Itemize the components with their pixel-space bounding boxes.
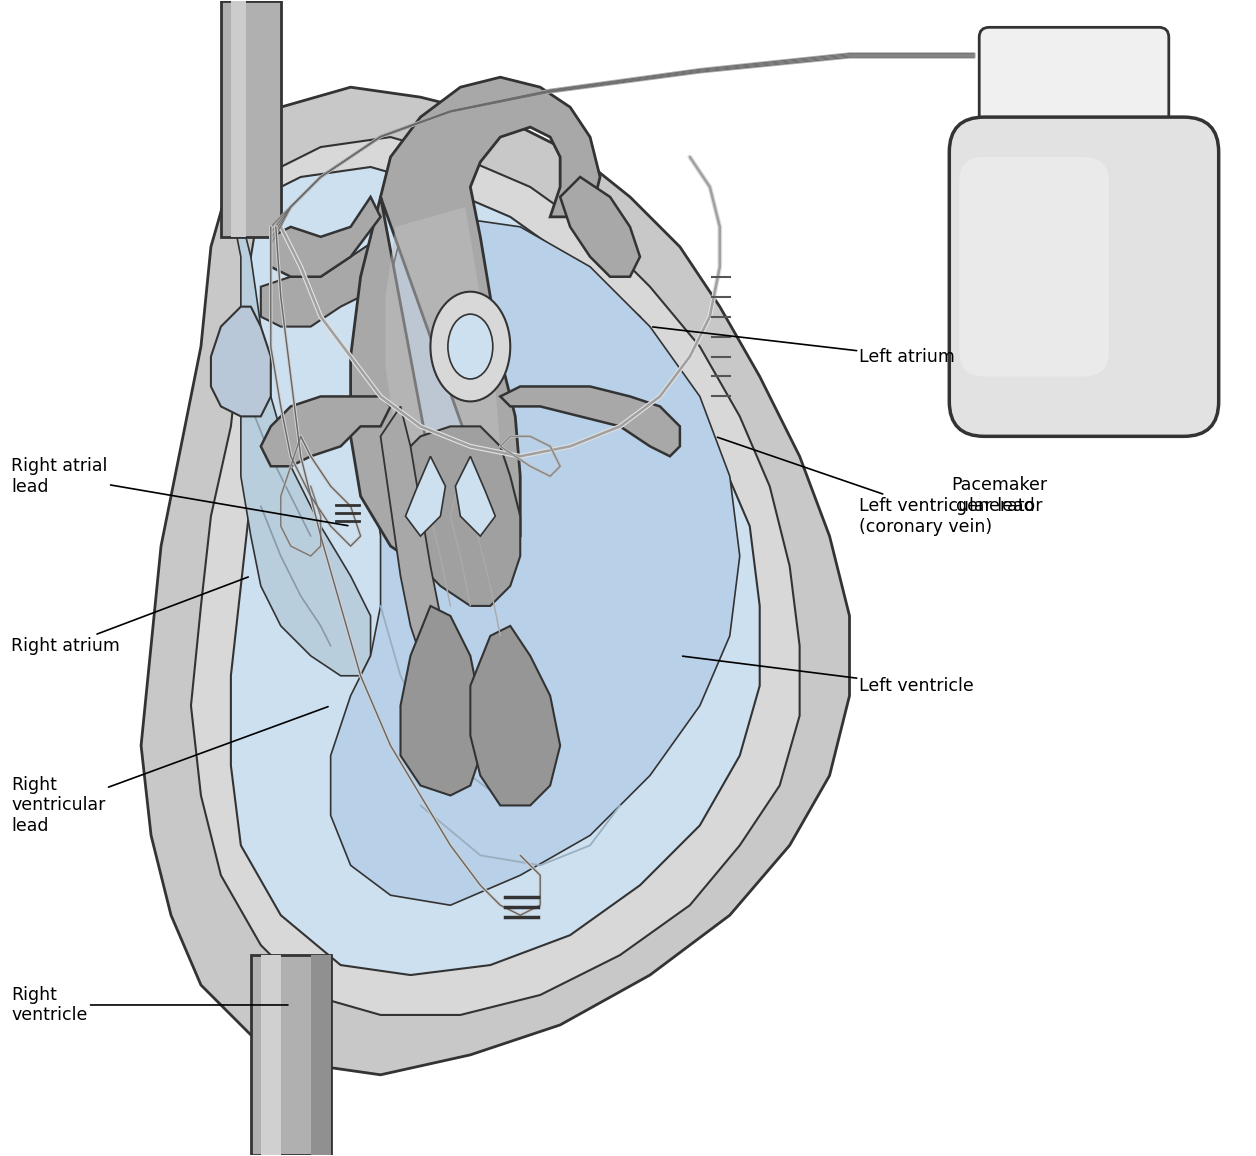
Text: Left ventricular lead
(coronary vein): Left ventricular lead (coronary vein) xyxy=(717,437,1035,535)
Text: Right
ventricle: Right ventricle xyxy=(11,986,288,1024)
Polygon shape xyxy=(271,197,381,276)
Text: Left ventricle: Left ventricle xyxy=(683,657,975,695)
Polygon shape xyxy=(500,386,679,457)
Text: Right atrial
lead: Right atrial lead xyxy=(11,457,348,526)
Polygon shape xyxy=(560,177,641,276)
Polygon shape xyxy=(330,217,740,905)
Polygon shape xyxy=(231,207,371,676)
Polygon shape xyxy=(401,606,480,795)
Polygon shape xyxy=(386,207,500,556)
Text: Right
ventricular
lead: Right ventricular lead xyxy=(11,706,328,836)
Ellipse shape xyxy=(448,314,492,379)
Polygon shape xyxy=(401,427,520,606)
Text: Right atrium: Right atrium xyxy=(11,577,249,654)
Polygon shape xyxy=(310,955,330,1155)
Polygon shape xyxy=(231,1,246,237)
Polygon shape xyxy=(251,955,330,1155)
Polygon shape xyxy=(191,138,800,1015)
Polygon shape xyxy=(470,625,560,806)
Ellipse shape xyxy=(431,291,510,401)
Text: Left atrium: Left atrium xyxy=(653,327,956,365)
FancyBboxPatch shape xyxy=(960,157,1109,377)
Polygon shape xyxy=(211,306,271,416)
Polygon shape xyxy=(221,1,281,237)
FancyBboxPatch shape xyxy=(950,117,1218,436)
Text: Pacemaker
generator: Pacemaker generator xyxy=(951,476,1048,516)
Polygon shape xyxy=(456,457,495,536)
Polygon shape xyxy=(261,237,381,327)
Polygon shape xyxy=(261,397,391,466)
FancyBboxPatch shape xyxy=(980,28,1169,127)
Polygon shape xyxy=(141,87,849,1075)
Polygon shape xyxy=(231,166,760,975)
Polygon shape xyxy=(261,955,281,1155)
Polygon shape xyxy=(381,407,461,696)
Polygon shape xyxy=(406,457,446,536)
Polygon shape xyxy=(350,77,600,571)
